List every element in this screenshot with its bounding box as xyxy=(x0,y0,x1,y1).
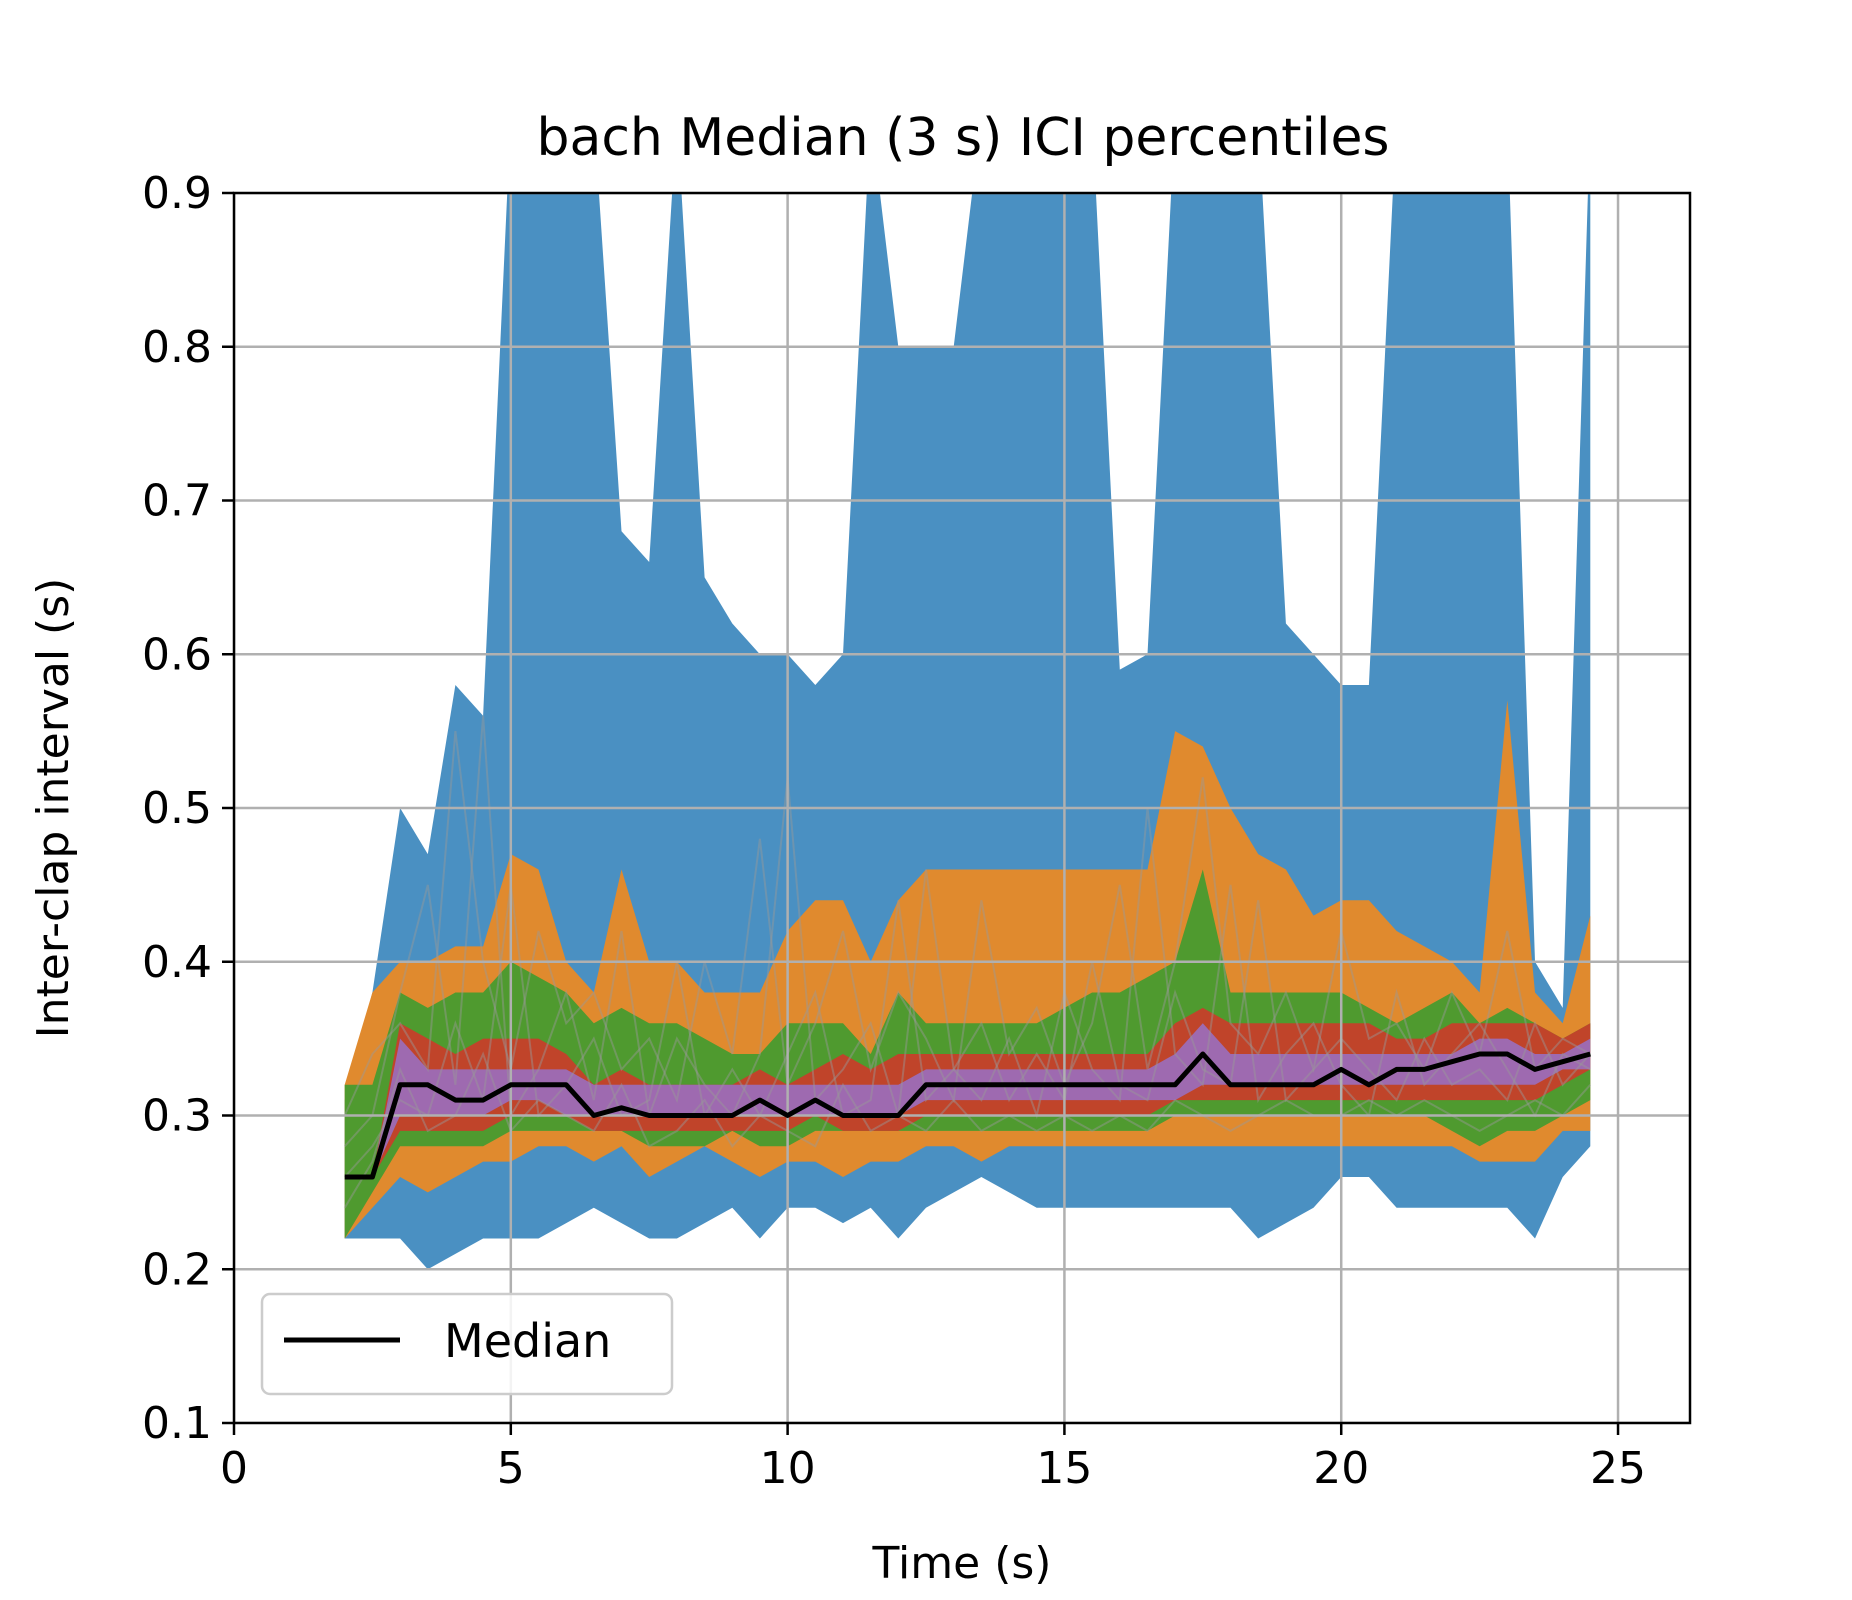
legend: Median xyxy=(260,1292,674,1396)
y-tick-label: 0.4 xyxy=(142,937,212,988)
x-tick-label: 20 xyxy=(1313,1443,1369,1494)
y-tick-label: 0.7 xyxy=(142,476,212,527)
percentile-bands xyxy=(344,193,1591,1270)
x-axis-label: Time (s) xyxy=(872,1538,1052,1589)
axis-ticks: 0 5 10 15 20 25 0.1 0.2 0.3 0.4 0.5 0.6 0.7 0.8 0.9 xyxy=(142,168,1646,1494)
median-line xyxy=(344,1051,1591,1180)
trace-line-1 xyxy=(343,730,1591,1116)
y-tick-label: 0.9 xyxy=(142,168,212,219)
x-tick-label: 5 xyxy=(497,1443,525,1494)
y-tick-label: 0.5 xyxy=(142,783,212,834)
x-tick-label: 10 xyxy=(760,1443,816,1494)
chart-title: bach Median (3 s) ICI percentiles xyxy=(536,108,1389,168)
x-tick-label: 0 xyxy=(220,1443,248,1494)
percentile-band-5 xyxy=(344,1023,1591,1177)
legend-median-label: Median xyxy=(444,1314,611,1368)
y-tick-label: 0.2 xyxy=(142,1244,212,1295)
y-tick-label: 0.1 xyxy=(142,1398,212,1449)
y-tick-label: 0.6 xyxy=(142,629,212,680)
median-series xyxy=(344,1051,1591,1180)
trace-line-3 xyxy=(343,884,1592,1178)
y-tick-label: 0.8 xyxy=(142,322,212,373)
y-axis-label: Inter-clap interval (s) xyxy=(28,578,79,1039)
legend-box xyxy=(260,1292,674,1396)
y-tick-label: 0.3 xyxy=(142,1091,212,1142)
grid xyxy=(234,193,1690,1423)
plot-area xyxy=(234,193,1690,1423)
x-tick-label: 15 xyxy=(1036,1443,1092,1494)
x-tick-label: 25 xyxy=(1590,1443,1646,1494)
